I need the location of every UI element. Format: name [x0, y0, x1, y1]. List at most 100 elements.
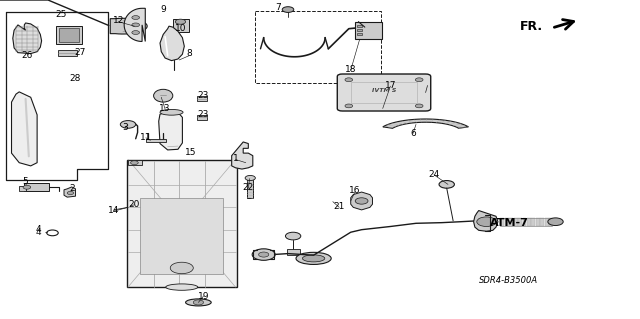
Bar: [351, 82, 417, 103]
Circle shape: [67, 191, 74, 195]
Text: 2: 2: [69, 184, 74, 193]
Circle shape: [193, 300, 204, 305]
Ellipse shape: [303, 255, 325, 262]
Text: 20: 20: [129, 200, 140, 209]
Bar: [536, 218, 540, 226]
Polygon shape: [160, 26, 184, 61]
Circle shape: [132, 23, 140, 27]
Polygon shape: [110, 18, 147, 34]
Text: 4: 4: [36, 225, 41, 234]
Circle shape: [259, 252, 269, 257]
Text: ATM-7: ATM-7: [490, 218, 529, 228]
Bar: [56, 26, 82, 44]
Text: 7: 7: [276, 4, 281, 12]
Text: IVTM S: IVTM S: [372, 88, 396, 93]
Circle shape: [285, 232, 301, 240]
Circle shape: [23, 185, 31, 189]
Bar: [255, 11, 381, 83]
Text: 23: 23: [198, 110, 209, 119]
Bar: [128, 160, 142, 165]
Ellipse shape: [166, 284, 198, 290]
Bar: [127, 160, 237, 287]
Circle shape: [170, 262, 193, 274]
Text: 8: 8: [186, 49, 191, 58]
Text: 18: 18: [345, 65, 356, 74]
Circle shape: [345, 104, 353, 108]
Bar: [58, 50, 77, 56]
Circle shape: [548, 218, 563, 226]
Bar: [500, 218, 504, 226]
Polygon shape: [232, 142, 253, 169]
Text: 6: 6: [410, 129, 415, 138]
Text: 12: 12: [113, 16, 124, 25]
Bar: [518, 218, 522, 226]
Circle shape: [439, 181, 454, 188]
Text: 14: 14: [108, 206, 120, 215]
Circle shape: [282, 7, 294, 12]
Bar: [527, 218, 531, 226]
Bar: [531, 218, 535, 226]
Bar: [59, 28, 79, 42]
Polygon shape: [474, 211, 498, 231]
Bar: [505, 218, 509, 226]
Circle shape: [175, 19, 186, 24]
Circle shape: [477, 217, 496, 226]
Text: 25: 25: [55, 10, 67, 19]
Ellipse shape: [160, 109, 183, 115]
Bar: [514, 218, 518, 226]
FancyBboxPatch shape: [337, 74, 431, 111]
Polygon shape: [351, 192, 372, 210]
Circle shape: [355, 198, 368, 204]
Polygon shape: [383, 119, 468, 128]
Text: 10: 10: [175, 24, 187, 33]
Bar: [523, 218, 527, 226]
Ellipse shape: [186, 299, 211, 306]
Polygon shape: [124, 8, 145, 41]
Circle shape: [415, 104, 423, 108]
Circle shape: [132, 31, 140, 34]
Text: 19: 19: [198, 292, 209, 300]
Text: 4: 4: [36, 228, 42, 237]
Circle shape: [415, 78, 423, 82]
Bar: [140, 198, 223, 274]
Bar: [146, 139, 166, 142]
Bar: [287, 249, 300, 255]
Bar: [545, 218, 548, 226]
Bar: [173, 19, 189, 32]
Text: 13: 13: [159, 104, 171, 113]
Text: 24: 24: [428, 170, 440, 179]
Bar: [197, 96, 207, 101]
Circle shape: [245, 175, 255, 181]
Text: 3: 3: [122, 123, 127, 132]
Ellipse shape: [296, 252, 332, 264]
Polygon shape: [159, 112, 182, 150]
Polygon shape: [64, 187, 76, 197]
Text: 26: 26: [21, 51, 33, 60]
Text: FR.: FR.: [520, 20, 543, 33]
Bar: [19, 186, 26, 191]
Text: 28: 28: [70, 74, 81, 83]
Bar: [247, 179, 253, 198]
Circle shape: [132, 16, 140, 19]
Bar: [24, 183, 49, 191]
Bar: [549, 218, 553, 226]
Circle shape: [345, 78, 353, 82]
Text: 1: 1: [233, 154, 238, 163]
Bar: [357, 25, 362, 27]
Text: 17: 17: [385, 81, 396, 90]
Text: 23: 23: [198, 91, 209, 100]
Text: 16: 16: [349, 186, 361, 195]
Polygon shape: [12, 92, 37, 166]
Text: 11: 11: [140, 133, 152, 142]
Circle shape: [120, 121, 136, 128]
Bar: [355, 22, 382, 39]
Text: 27: 27: [74, 48, 86, 57]
Bar: [509, 218, 513, 226]
Text: 5: 5: [23, 177, 28, 186]
Text: 21: 21: [333, 202, 345, 211]
Circle shape: [131, 161, 138, 165]
Bar: [197, 115, 207, 120]
Text: -: -: [44, 228, 48, 237]
Circle shape: [252, 249, 275, 260]
Bar: [357, 33, 362, 35]
